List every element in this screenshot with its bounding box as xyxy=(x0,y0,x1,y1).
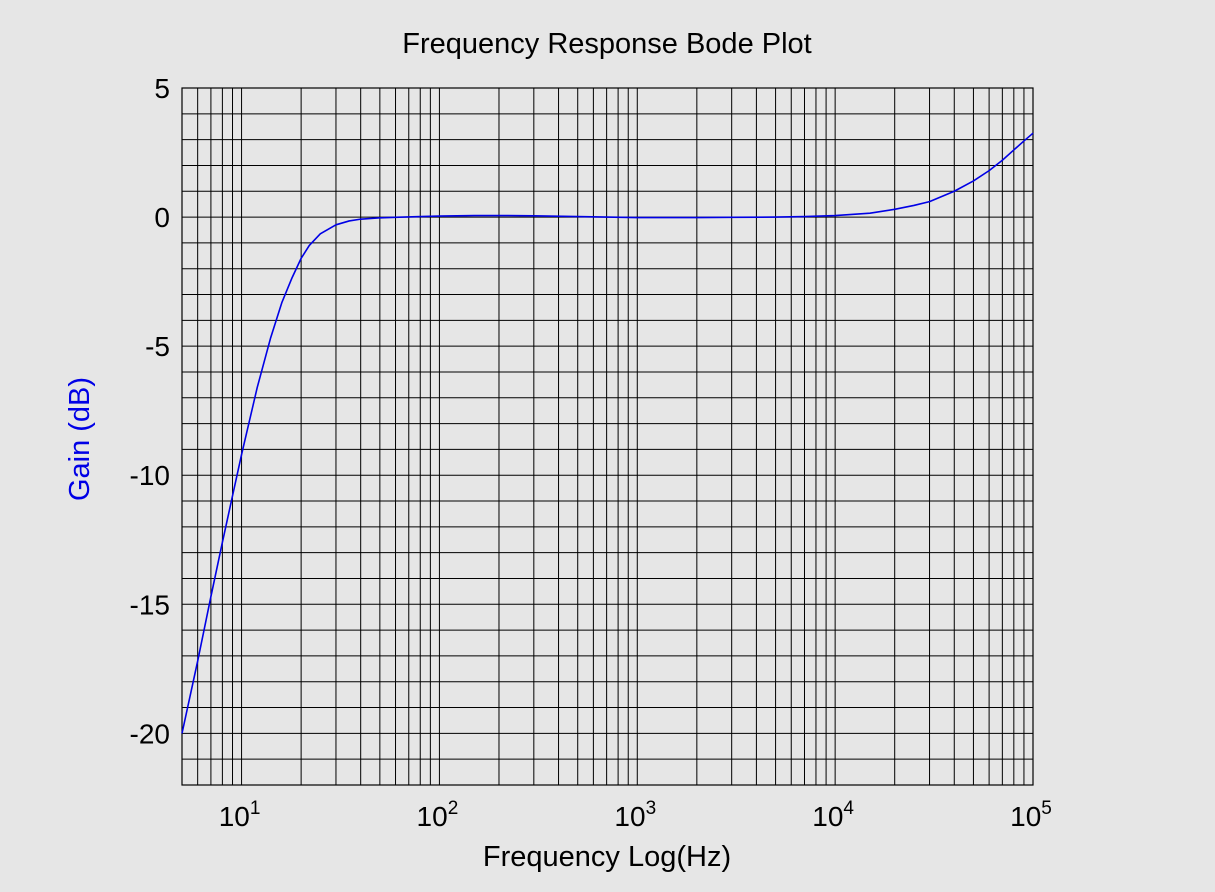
plot-grid xyxy=(181,87,1034,786)
y-tick-label: -20 xyxy=(130,718,170,749)
x-tick-label: 103 xyxy=(614,798,656,832)
y-tick-label: -15 xyxy=(130,589,170,620)
chart-title: Frequency Response Bode Plot xyxy=(402,28,811,60)
x-tick-label: 101 xyxy=(219,798,261,832)
x-tick-label: 104 xyxy=(812,798,854,832)
gain-series-line xyxy=(181,132,1034,734)
y-tick-label: 5 xyxy=(154,73,170,104)
x-tick-labels: 101 102 103 104 105 xyxy=(219,798,1052,832)
y-axis-label: Gain (dB) xyxy=(64,377,96,501)
series-layer xyxy=(181,132,1034,734)
y-tick-label: -10 xyxy=(130,460,170,491)
x-axis-label: Frequency Log(Hz) xyxy=(483,841,731,873)
x-tick-label: 105 xyxy=(1010,798,1052,832)
y-tick-label: 0 xyxy=(154,202,170,233)
y-tick-labels: 5 0 -5 -10 -15 -20 xyxy=(130,73,170,749)
x-tick-label: 102 xyxy=(417,798,459,832)
y-tick-label: -5 xyxy=(145,331,170,362)
